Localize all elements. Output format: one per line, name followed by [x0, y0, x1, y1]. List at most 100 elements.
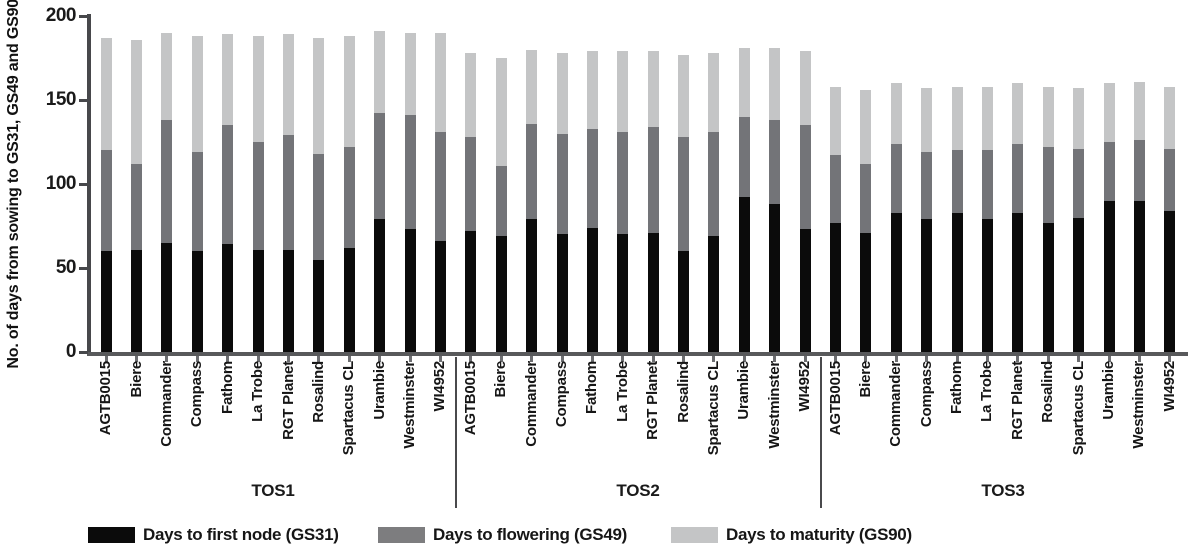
bar-tos3-fathom-gs31	[951, 212, 963, 352]
x-axis-tick-tos1-compass	[195, 356, 199, 362]
x-axis-tick-tos2-westminster	[773, 356, 777, 362]
x-axis-line	[87, 352, 1188, 356]
bar-tos1-la-trobe-gs90	[252, 36, 264, 142]
bar-tos3-westminster-gs90	[1133, 81, 1145, 141]
x-axis-label-tos1-rgt-planet: RGT Planet	[279, 361, 297, 440]
bar-tos3-westminster-gs31	[1133, 200, 1145, 352]
bar-tos3-fathom-gs90	[951, 86, 963, 151]
bar-tos3-la-trobe-gs90	[981, 86, 993, 151]
bar-tos1-wi4952-gs49	[434, 131, 446, 242]
x-axis-tick-tos2-spartacus-cl	[712, 356, 716, 362]
x-axis-tick-tos3-fathom	[955, 356, 959, 362]
x-axis-label-tos1-fathom: Fathom	[218, 361, 236, 414]
x-axis-tick-tos2-wi4952	[803, 356, 807, 362]
bar-tos2-spartacus-cl-gs49	[708, 131, 720, 237]
x-axis-tick-tos3-wi4952	[1168, 356, 1172, 362]
bar-tos2-westminster-gs31	[769, 204, 781, 352]
x-axis-label-tos2-fathom: Fathom	[583, 361, 601, 414]
bar-tos1-westminster-gs49	[404, 115, 416, 230]
bar-tos3-agtb0015-gs49	[830, 155, 842, 223]
bar-tos2-westminster-gs49	[769, 120, 781, 205]
bar-tos3-westminster-gs49	[1133, 140, 1145, 201]
bar-tos3-urambie-gs31	[1103, 200, 1115, 352]
bar-tos1-wi4952-gs31	[434, 241, 446, 352]
x-axis-label-tos3-wi4952: WI4952	[1160, 361, 1178, 412]
bar-tos1-urambie-gs31	[374, 219, 386, 352]
bar-tos3-urambie-gs90	[1103, 83, 1115, 142]
bar-tos2-biere-gs49	[495, 165, 507, 237]
x-axis-label-tos2-la-trobe: La Trobe	[613, 361, 631, 422]
bar-tos2-urambie-gs49	[738, 116, 750, 198]
bar-tos1-wi4952-gs90	[434, 32, 446, 132]
y-axis-tick-label-150: 150	[45, 89, 77, 110]
x-axis-tick-tos1-urambie	[378, 356, 382, 362]
bar-tos3-rosalind-gs90	[1042, 86, 1054, 148]
bar-tos3-agtb0015-gs31	[830, 222, 842, 352]
x-axis-label-tos1-wi4952: WI4952	[431, 361, 449, 412]
x-axis-label-tos3-urambie: Urambie	[1100, 361, 1118, 420]
x-axis-tick-tos1-commander	[165, 356, 169, 362]
bar-tos2-wi4952-gs31	[799, 229, 811, 352]
bar-tos3-spartacus-cl-gs31	[1073, 217, 1085, 352]
bar-tos1-fathom-gs31	[222, 244, 234, 352]
bar-tos2-agtb0015-gs90	[465, 52, 477, 137]
x-axis-label-tos2-compass: Compass	[553, 361, 571, 428]
bar-tos1-compass-gs90	[191, 36, 203, 153]
x-axis-tick-tos2-agtb0015	[469, 356, 473, 362]
bar-tos1-la-trobe-gs31	[252, 249, 264, 352]
bar-tos1-la-trobe-gs49	[252, 142, 264, 250]
x-axis-tick-tos1-biere	[135, 356, 139, 362]
bar-tos3-biere-gs90	[860, 89, 872, 164]
bar-tos2-rosalind-gs49	[678, 136, 690, 252]
x-axis-tick-tos2-fathom	[590, 356, 594, 362]
x-axis-label-tos2-urambie: Urambie	[735, 361, 753, 420]
y-axis-tick-label-200: 200	[45, 5, 77, 26]
group-label-tos2: TOS2	[616, 481, 660, 500]
bar-tos3-commander-gs31	[890, 212, 902, 352]
bar-tos1-fathom-gs90	[222, 34, 234, 126]
bar-tos3-rgt-planet-gs31	[1012, 212, 1024, 352]
bar-tos2-commander-gs49	[526, 123, 538, 220]
bar-tos3-biere-gs31	[860, 232, 872, 352]
x-axis-label-tos3-spartacus-cl: Spartacus CL	[1069, 361, 1087, 456]
x-axis-label-tos1-spartacus-cl: Spartacus CL	[340, 361, 358, 456]
x-axis-label-tos1-urambie: Urambie	[370, 361, 388, 420]
x-axis-tick-tos3-rosalind	[1046, 356, 1050, 362]
legend-label-gs31: Days to first node (GS31)	[143, 525, 339, 544]
x-axis-tick-tos1-rosalind	[317, 356, 321, 362]
x-axis-label-tos3-commander: Commander	[887, 361, 905, 447]
bar-tos2-commander-gs90	[526, 49, 538, 124]
bar-tos3-rosalind-gs31	[1042, 222, 1054, 352]
x-axis-label-tos2-spartacus-cl: Spartacus CL	[704, 361, 722, 456]
x-axis-label-tos1-rosalind: Rosalind	[309, 361, 327, 423]
bar-tos2-biere-gs31	[495, 236, 507, 352]
bar-tos1-compass-gs31	[191, 251, 203, 352]
bar-tos3-rgt-planet-gs49	[1012, 143, 1024, 213]
bar-tos2-rgt-planet-gs90	[647, 51, 659, 127]
legend-item-gs90: Days to maturity (GS90)	[671, 525, 912, 545]
x-axis-tick-tos2-rosalind	[682, 356, 686, 362]
bar-tos2-urambie-gs31	[738, 197, 750, 352]
bar-tos1-compass-gs49	[191, 152, 203, 252]
x-axis-tick-tos2-commander	[530, 356, 534, 362]
bar-tos1-fathom-gs49	[222, 125, 234, 245]
y-axis-tick-label-50: 50	[55, 257, 77, 278]
x-axis-tick-tos3-compass	[925, 356, 929, 362]
x-axis-tick-tos1-la-trobe	[256, 356, 260, 362]
x-axis-tick-tos3-la-trobe	[985, 356, 989, 362]
legend-item-gs31: Days to first node (GS31)	[88, 525, 339, 545]
bar-tos1-spartacus-cl-gs90	[343, 36, 355, 148]
x-axis-tick-tos3-commander	[894, 356, 898, 362]
x-axis-label-tos3-agtb0015: AGTB0015	[826, 361, 844, 436]
bar-tos3-spartacus-cl-gs49	[1073, 148, 1085, 218]
bar-tos3-rgt-planet-gs90	[1012, 83, 1024, 144]
legend-item-gs49: Days to flowering (GS49)	[378, 525, 627, 545]
bar-tos1-rgt-planet-gs49	[283, 135, 295, 250]
bar-tos3-spartacus-cl-gs90	[1073, 88, 1085, 149]
bar-tos2-fathom-gs31	[586, 227, 598, 352]
x-axis-tick-tos3-urambie	[1107, 356, 1111, 362]
x-axis-label-tos3-rosalind: Rosalind	[1039, 361, 1057, 423]
bar-tos1-agtb0015-gs49	[100, 150, 112, 252]
bar-tos2-agtb0015-gs31	[465, 231, 477, 352]
bar-tos2-fathom-gs49	[586, 128, 598, 228]
